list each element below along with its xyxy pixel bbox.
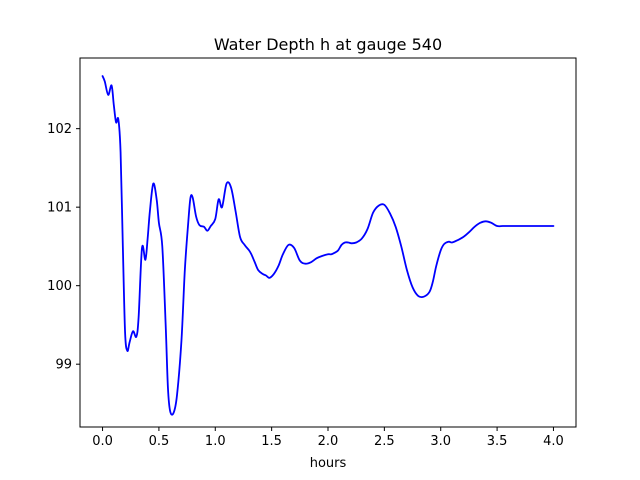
x-tick-label: 1.0 <box>205 434 226 449</box>
y-tick-label: 102 <box>47 122 72 137</box>
y-axis-ticks: 99 100 101 102 <box>47 122 80 373</box>
x-tick-label: 2.5 <box>374 434 395 449</box>
x-axis-label: hours <box>310 456 347 471</box>
series-line-water-depth <box>101 75 555 416</box>
x-tick-label: 0.0 <box>92 434 113 449</box>
x-tick-label: 3.0 <box>430 434 451 449</box>
x-tick-label: 4.0 <box>543 434 564 449</box>
x-tick-label: 0.5 <box>149 434 170 449</box>
chart-title: Water Depth h at gauge 540 <box>214 35 442 54</box>
y-tick-label: 100 <box>47 279 72 294</box>
x-tick-label: 3.5 <box>487 434 508 449</box>
x-tick-label: 2.0 <box>318 434 339 449</box>
y-tick-label: 99 <box>55 358 72 373</box>
x-tick-label: 1.5 <box>261 434 282 449</box>
y-tick-label: 101 <box>47 201 72 216</box>
x-axis-ticks: 0.0 0.5 1.0 1.5 2.0 2.5 3.0 3.5 4.0 <box>92 427 564 449</box>
